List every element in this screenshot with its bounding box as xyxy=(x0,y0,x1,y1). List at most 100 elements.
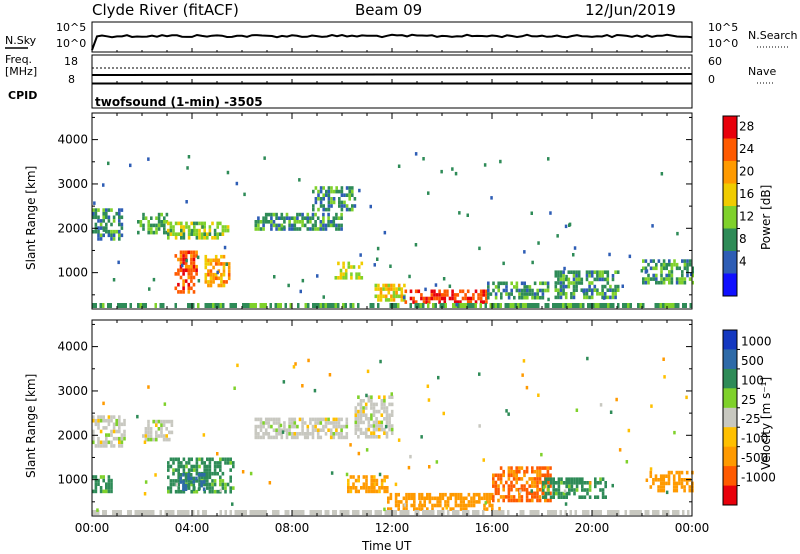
sparse-echoes xyxy=(93,152,693,307)
x-tick-label: 12:00 xyxy=(375,521,410,535)
station-title: Clyde River (fitACF) xyxy=(92,1,239,19)
data-region xyxy=(92,415,126,448)
nsearch-tick-bottom: 10^0 xyxy=(708,37,739,50)
data-region xyxy=(174,250,198,294)
colorbar-swatch xyxy=(723,273,737,297)
colorbar-swatch xyxy=(723,116,737,139)
data-region xyxy=(179,473,206,491)
data-region xyxy=(554,270,620,300)
colorbar-swatch xyxy=(723,349,737,370)
nsky-label: N.Sky xyxy=(5,34,37,47)
x-tick-label: 00:00 xyxy=(75,521,110,535)
velocity-panel: 4000 3000 2000 1000 xyxy=(57,319,694,517)
y-tick-label: 4000 xyxy=(57,133,88,147)
data-region xyxy=(204,254,231,288)
colorbar-tick-label: -1000 xyxy=(741,471,776,485)
data-region xyxy=(374,283,406,302)
panel-frame xyxy=(91,319,693,517)
colorbar-swatch xyxy=(723,466,737,486)
velocity-colorbar: 1000 500 100 25 -25 -100 -500 -1000 xyxy=(722,329,776,506)
data-region xyxy=(254,212,343,231)
colorbar-tick-label: 12 xyxy=(739,209,754,223)
colorbar-tick-label: 100 xyxy=(741,373,764,387)
nave-tick-bottom: 0 xyxy=(708,73,715,86)
freq-trace xyxy=(91,73,693,76)
nsearch-tick-top: 10^5 xyxy=(708,21,739,34)
near-range-strip xyxy=(92,510,690,515)
cpid-value: twofsound (1-min) -3505 xyxy=(95,95,263,109)
colorbar-swatch xyxy=(723,206,737,229)
data-region xyxy=(334,261,364,280)
freq-tick-bottom: 8 xyxy=(68,73,75,86)
data-region xyxy=(649,470,694,493)
freq-strip-frame xyxy=(91,54,693,84)
colorbar-tick-label: -100 xyxy=(741,432,768,446)
sparse-echoes xyxy=(96,356,688,512)
date-title: 12/Jun/2019 xyxy=(585,1,676,19)
nave-tick-top: 60 xyxy=(708,55,722,68)
y-tick-label: 1000 xyxy=(57,266,88,280)
colorbar-swatch xyxy=(723,446,737,467)
colorbar-tick-label: -500 xyxy=(741,451,768,465)
colorbar-swatch xyxy=(723,161,737,184)
colorbar-swatch xyxy=(723,183,737,207)
colorbar-swatch xyxy=(723,138,737,162)
y-tick-label: 4000 xyxy=(57,340,88,354)
power-panel: 4000 3000 2000 1000 xyxy=(57,112,694,310)
power-colorbar: 28 24 20 16 12 8 4 xyxy=(722,115,754,297)
colorbar-tick-label: -25 xyxy=(741,412,761,426)
colorbar-tick-label: 24 xyxy=(739,142,754,156)
x-tick-label: 16:00 xyxy=(475,521,510,535)
data-region xyxy=(254,417,349,440)
colorbar-swatch xyxy=(723,251,737,274)
near-range-strip xyxy=(92,303,692,308)
nsearch-label: N.Search xyxy=(748,29,798,42)
colorbar-tick-label: 4 xyxy=(739,254,747,268)
colorbar-tick-label: 25 xyxy=(741,393,756,407)
data-region xyxy=(312,186,357,212)
x-tick-label: 04:00 xyxy=(175,521,210,535)
data-region xyxy=(387,492,494,511)
colorbar-tick-label: 28 xyxy=(739,119,754,133)
colorbar-tick-label: 8 xyxy=(739,232,747,246)
data-region xyxy=(487,281,550,300)
colorbar-swatch xyxy=(723,228,737,252)
colorbar-swatch xyxy=(723,407,737,428)
data-region xyxy=(404,289,488,304)
x-axis: 00:00 04:00 08:00 12:00 16:00 20:00 00:00 xyxy=(75,48,710,535)
data-region xyxy=(347,475,389,494)
colorbar-swatch xyxy=(723,388,737,409)
data-region xyxy=(92,475,113,494)
colorbar-frame xyxy=(722,329,738,506)
colorbar-swatch xyxy=(723,330,737,350)
y-tick-label: 1000 xyxy=(57,473,88,487)
x-tick-label: 20:00 xyxy=(575,521,610,535)
y-tick-label: 3000 xyxy=(57,384,88,398)
y-tick-label: 3000 xyxy=(57,177,88,191)
data-region xyxy=(167,221,230,240)
beam-title: Beam 09 xyxy=(355,1,423,19)
data-region xyxy=(167,457,235,494)
data-region xyxy=(137,212,169,235)
data-region xyxy=(492,466,552,503)
data-region xyxy=(354,395,394,439)
cpid-box xyxy=(91,83,693,109)
nsky-tick-bottom: 10^0 xyxy=(56,37,87,50)
colorbar-tick-label: 16 xyxy=(739,187,754,201)
nsky-trace xyxy=(91,33,693,51)
y-tick-label: 2000 xyxy=(57,428,88,442)
colorbar-tick-label: 500 xyxy=(741,354,764,368)
x-tick-label: 00:00 xyxy=(675,521,710,535)
data-region xyxy=(642,259,694,285)
x-tick-label: 08:00 xyxy=(275,521,310,535)
freq-tick-top: 18 xyxy=(64,55,78,68)
nave-label: Nave xyxy=(748,65,777,78)
y-tick-label: 2000 xyxy=(57,221,88,235)
nsky-tick-top: 10^5 xyxy=(56,21,87,34)
cpid-label: CPID xyxy=(8,89,38,102)
data-region xyxy=(542,477,607,499)
freq-label-2: [MHz] xyxy=(5,65,38,78)
freq-label-1: Freq. xyxy=(5,53,33,66)
colorbar-swatch xyxy=(723,427,737,448)
